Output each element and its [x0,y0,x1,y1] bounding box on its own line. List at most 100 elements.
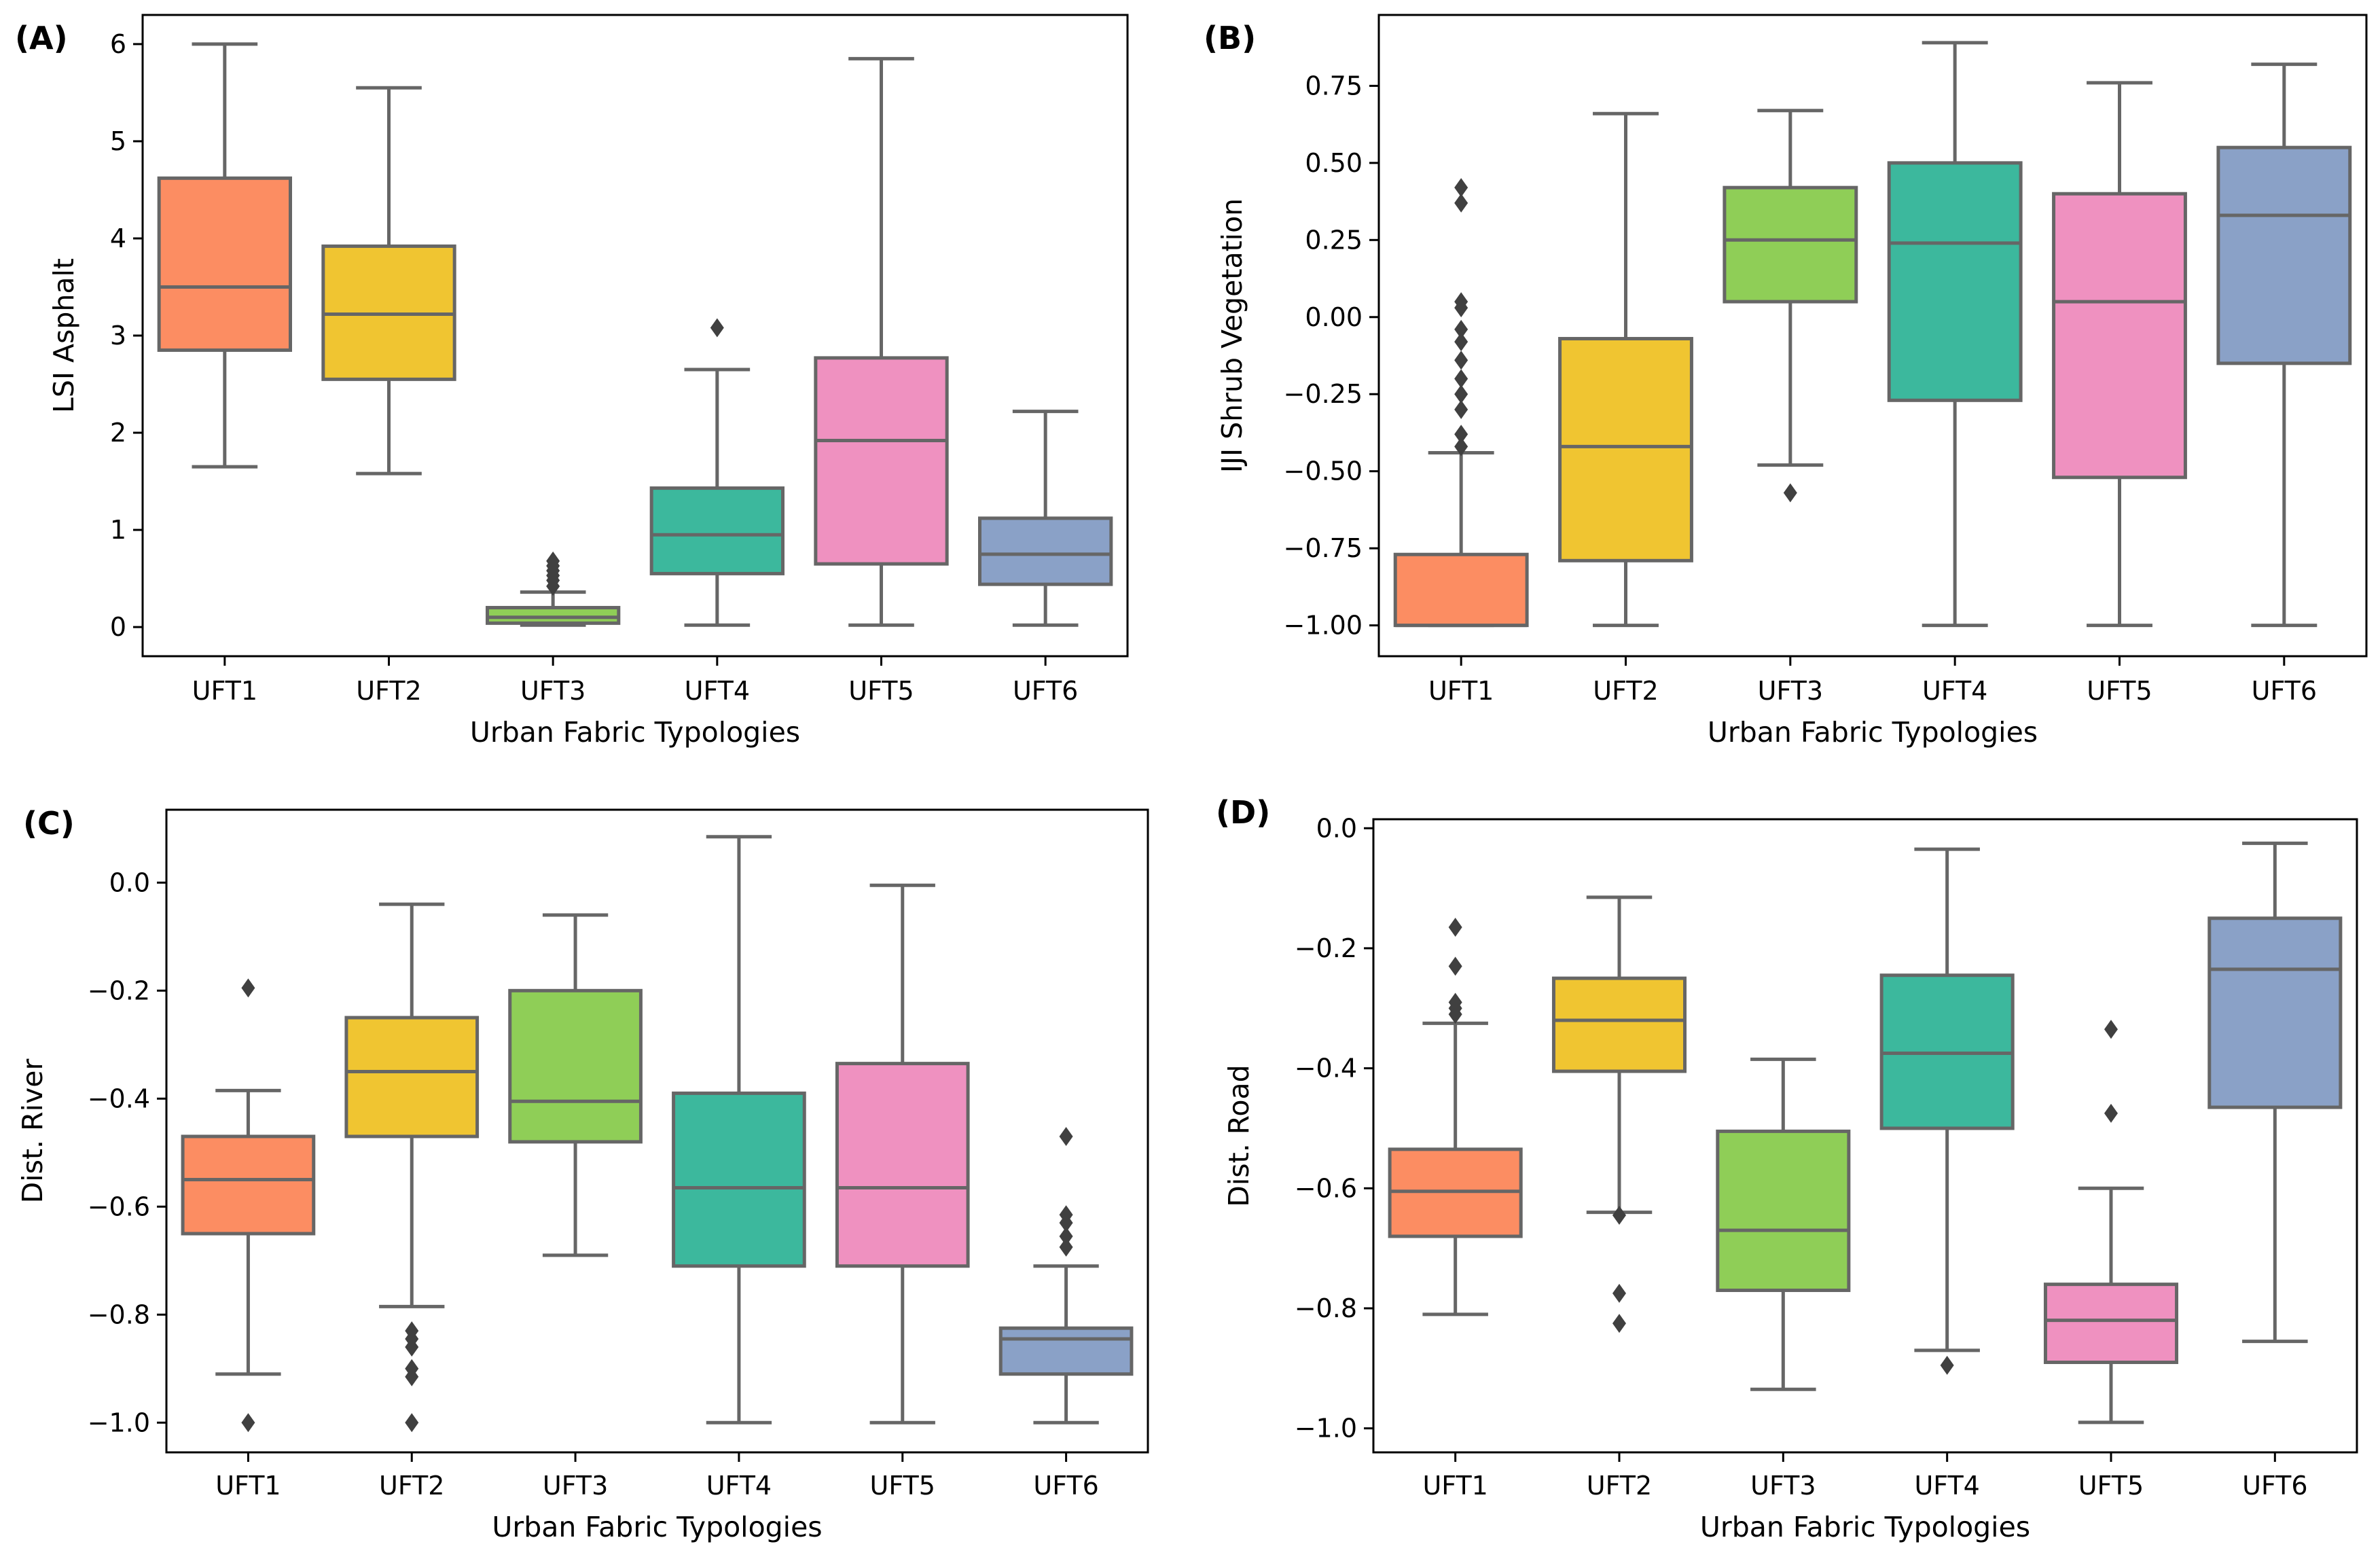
panel-label: (C) [23,805,75,842]
box-uft3 [508,913,643,1257]
iqr-box [672,1091,806,1268]
outlier-point [405,1367,419,1386]
y-tick-label: 0 [110,612,126,642]
plot-frame [165,808,1149,1454]
outlier-point [1059,1227,1073,1247]
y-tick-label: 6 [110,29,126,59]
y-tick-label: −0.50 [1284,456,1363,486]
iqr-box [814,356,949,566]
box-uft4 [1879,847,2015,1375]
y-tick-label: −0.2 [1295,933,1357,963]
panel-label: (B) [1204,20,1256,56]
outlier-point [2104,1020,2118,1039]
y-tick-label: 0.0 [109,867,150,897]
iqr-box [2043,1283,2179,1364]
panel-label: (A) [15,20,68,56]
y-tick-label: −0.2 [88,975,150,1005]
iqr-box [1551,976,1687,1073]
panel-d: (D) −1.0 −0.8 −0.6 −0.4 −0.2 0.0 Dist. Road UFT1… [1216,794,2358,1543]
outlier-point [1612,1314,1626,1333]
x-tick-label: UFT2 [1593,676,1658,706]
x-axis-label: Urban Fabric Typologies [492,1511,822,1543]
outlier-point [1454,384,1468,404]
iqr-box [1716,1129,1851,1292]
outlier-point [1454,425,1468,444]
outlier-point [1454,369,1468,389]
box-uft2 [1558,111,1693,628]
outlier-point [1448,1005,1462,1024]
y-tick-label: 4 [110,223,126,253]
outlier-point [1454,292,1468,312]
x-tick-label: UFT1 [1428,676,1494,706]
y-tick-label: 2 [110,418,126,448]
iqr-box [157,176,292,352]
iqr-box [1887,161,2023,402]
x-axis-label: Urban Fabric Typologies [1700,1511,2030,1543]
box-uft1 [1393,178,1529,628]
panel-c: (C) −1.0 −0.8 −0.6 −0.4 −0.2 0.0 Dist. River UFT… [16,805,1149,1543]
y-tick-label: 0.00 [1305,302,1363,332]
outlier-point [405,1337,419,1357]
box-uft6 [2207,841,2343,1344]
outlier-point [2104,1103,2118,1123]
box-uft1 [181,978,316,1433]
x-tick-label: UFT4 [706,1471,772,1501]
iqr-box [1558,337,1693,562]
box-uft5 [2052,81,2187,628]
y-tick-label: −1.0 [1295,1414,1357,1444]
y-tick-label: −0.8 [1295,1293,1357,1323]
x-tick-label: UFT4 [1914,1471,1979,1501]
x-tick-label: UFT5 [2078,1471,2144,1501]
outlier-point [1940,1355,1954,1375]
plot-frame [141,14,1129,658]
box-uft2 [344,902,480,1433]
box-uft3 [486,551,621,627]
y-tick-label: −0.25 [1284,379,1363,409]
panel-a: (A) 0 1 2 3 4 5 6 LSI Asphalt UFT1 UFT2 UFT3 UFT4 UFT… [15,14,1129,749]
box-uft4 [672,835,806,1424]
box-uft6 [978,410,1113,627]
x-tick-label: UFT6 [1033,1471,1098,1501]
box-uft3 [1716,1057,1851,1391]
iqr-box [344,1016,480,1139]
iqr-box [508,988,643,1144]
x-tick-label: UFT1 [1422,1471,1488,1501]
iqr-box [835,1062,970,1268]
outlier-point [1059,1213,1073,1233]
outlier-point [241,978,255,998]
iqr-box [1723,185,1858,304]
y-tick-label: −0.6 [88,1191,150,1221]
outlier-point [1059,1126,1073,1146]
x-axis-label: Urban Fabric Typologies [1708,716,2038,749]
x-tick-label: UFT4 [1922,676,1987,706]
y-tick-label: −0.4 [88,1083,150,1113]
iqr-box [2207,916,2343,1109]
box-uft5 [814,56,949,627]
y-axis-label: LSI Asphalt [48,258,80,413]
x-tick-label: UFT3 [543,1471,608,1501]
outlier-point [1612,1283,1626,1303]
box-uft4 [1887,41,2023,628]
outlier-point [1454,178,1468,198]
outlier-point [241,1413,255,1433]
iqr-box [649,486,785,575]
plot-frame [1372,818,2358,1454]
box-uft1 [157,42,292,469]
x-tick-label: UFT4 [685,676,750,706]
y-tick-label: 0.75 [1305,71,1363,101]
y-tick-label: −0.4 [1295,1054,1357,1083]
outlier-point [1454,193,1468,213]
x-tick-label: UFT2 [356,676,421,706]
outlier-point [1783,483,1797,503]
x-tick-label: UFT3 [1750,1471,1816,1501]
x-tick-label: UFT1 [192,676,257,706]
box-uft5 [2043,1020,2179,1424]
y-axis-label: IJI Shrub Vegetation [1216,198,1248,473]
x-tick-label: UFT2 [1587,1471,1652,1501]
outlier-point [1448,918,1462,937]
x-tick-label: UFT6 [1013,676,1078,706]
box-uft6 [998,1126,1134,1424]
y-tick-label: −1.0 [88,1408,150,1437]
y-axis-label: Dist. River [16,1059,49,1204]
